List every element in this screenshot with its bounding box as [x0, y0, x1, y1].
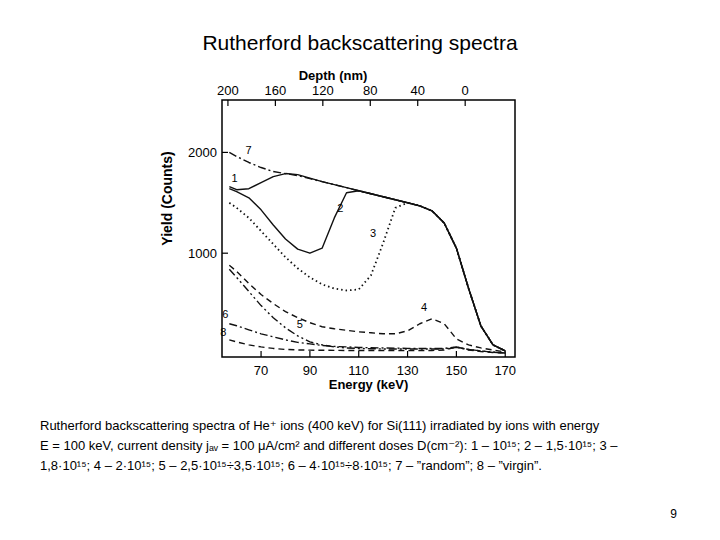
- x2-tick: [417, 100, 418, 106]
- series-label: 5: [297, 318, 303, 330]
- x-tick: [358, 351, 359, 357]
- x2-tick-label: 0: [462, 83, 469, 98]
- caption-line: E = 100 keV, current density jₐᵥ = 100 μ…: [40, 438, 618, 453]
- series-label: 6: [222, 308, 228, 320]
- x2-tick: [227, 100, 228, 106]
- x-tick-label: 170: [494, 363, 516, 378]
- x-tick: [505, 351, 506, 357]
- axes: 70 90 110 130 150 170 200 160 120 80 40 0 1000 2000 En…: [159, 68, 516, 392]
- x2-tick-label: 200: [217, 83, 239, 98]
- series-line: [229, 152, 505, 351]
- title: Rutherford backscattering spectra: [202, 31, 517, 54]
- x2-tick: [275, 100, 276, 106]
- series-label: 3: [370, 227, 376, 239]
- y-tick: [222, 152, 228, 153]
- caption-line: Rutherford backscattering spectra of He⁺…: [40, 418, 600, 433]
- series-line: [229, 174, 505, 351]
- x2-tick: [465, 100, 466, 106]
- y-tick-label: 1000: [188, 246, 217, 261]
- series-line: [229, 265, 505, 352]
- x2-tick: [322, 100, 323, 106]
- x-tick-label: 110: [348, 363, 369, 378]
- page-number: 9: [670, 507, 677, 521]
- series-label: 7: [246, 144, 252, 156]
- x-tick: [260, 351, 261, 357]
- series-lines: [229, 152, 505, 353]
- x2-tick-label: 40: [410, 83, 424, 98]
- series-line: [229, 189, 505, 351]
- x-tick-label: 70: [254, 363, 268, 378]
- series-line: [229, 269, 505, 353]
- x2-tick-label: 80: [363, 83, 377, 98]
- x-tick-label: 150: [446, 363, 468, 378]
- x-tick: [407, 351, 408, 357]
- x2-tick: [370, 100, 371, 106]
- series-line: [229, 340, 505, 353]
- x2-tick-label: 160: [265, 83, 287, 98]
- series-line: [229, 203, 505, 351]
- x2-axis-label: Depth (nm): [299, 68, 368, 83]
- plot-frame: [222, 100, 515, 357]
- x-tick-label: 90: [303, 363, 317, 378]
- page: Rutherford backscattering spectra7090110…: [0, 0, 720, 540]
- x-axis-label: Energy (keV): [329, 377, 408, 392]
- series-line: [229, 324, 505, 353]
- series-label: 2: [337, 202, 343, 214]
- x-tick-label: 130: [397, 363, 419, 378]
- caption-line: 1,8·10¹⁵; 4 – 2·10¹⁵; 5 – 2,5·10¹⁵÷3,5·1…: [40, 458, 542, 473]
- x2-tick-label: 120: [312, 83, 334, 98]
- y-axis-label: Yield (Counts): [159, 151, 175, 245]
- series-label: 8: [220, 326, 226, 338]
- series-labels: 1 2 3 4 5 6 7 8: [220, 144, 427, 337]
- y-tick: [222, 253, 228, 254]
- x-tick: [309, 351, 310, 357]
- y-tick-label: 2000: [188, 145, 217, 160]
- series-label: 4: [421, 301, 427, 313]
- series-label: 1: [232, 172, 238, 184]
- x-tick: [456, 351, 457, 357]
